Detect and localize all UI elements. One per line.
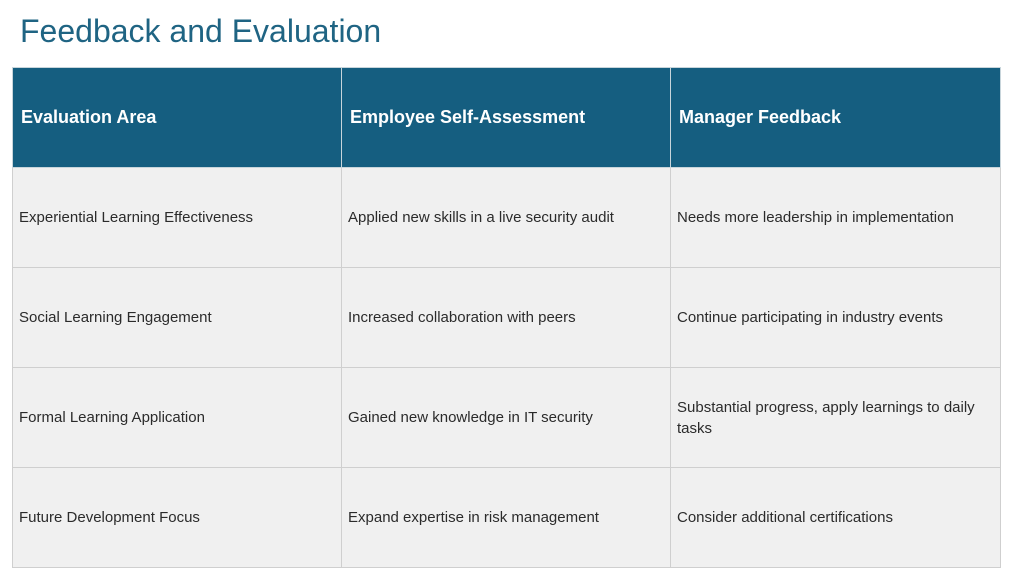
table-row: Future Development Focus Expand expertis… <box>12 467 1001 568</box>
cell-self-assessment: Expand expertise in risk management <box>341 467 671 568</box>
cell-self-assessment: Applied new skills in a live security au… <box>341 167 671 268</box>
cell-manager-feedback: Substantial progress, apply learnings to… <box>670 367 1001 468</box>
table-row: Formal Learning Application Gained new k… <box>12 367 1001 468</box>
header-employee-self-assessment: Employee Self-Assessment <box>341 67 671 168</box>
cell-evaluation-area: Formal Learning Application <box>12 367 342 468</box>
table-row: Experiential Learning Effectiveness Appl… <box>12 167 1001 268</box>
page-title: Feedback and Evaluation <box>20 13 382 49</box>
header-manager-feedback: Manager Feedback <box>670 67 1001 168</box>
cell-manager-feedback: Needs more leadership in implementation <box>670 167 1001 268</box>
cell-self-assessment: Gained new knowledge in IT security <box>341 367 671 468</box>
cell-evaluation-area: Future Development Focus <box>12 467 342 568</box>
cell-self-assessment: Increased collaboration with peers <box>341 267 671 368</box>
header-evaluation-area: Evaluation Area <box>12 67 342 168</box>
table-header-row: Evaluation Area Employee Self-Assessment… <box>12 67 1001 168</box>
cell-manager-feedback: Consider additional certifications <box>670 467 1001 568</box>
evaluation-table: Evaluation Area Employee Self-Assessment… <box>12 67 1001 568</box>
cell-manager-feedback: Continue participating in industry event… <box>670 267 1001 368</box>
table-row: Social Learning Engagement Increased col… <box>12 267 1001 368</box>
cell-evaluation-area: Social Learning Engagement <box>12 267 342 368</box>
cell-evaluation-area: Experiential Learning Effectiveness <box>12 167 342 268</box>
